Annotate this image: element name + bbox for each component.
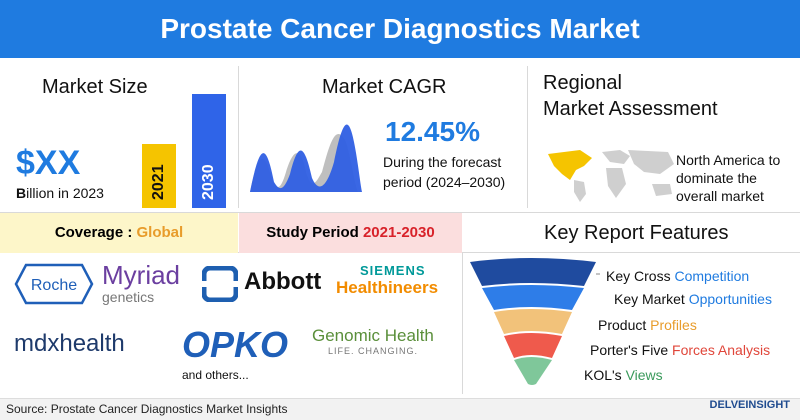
study-period-box: Study Period 2021-2030 — [239, 213, 462, 253]
cagr-desc-2: period (2024–2030) — [383, 174, 506, 190]
page-title: Prostate Cancer Diagnostics Market — [0, 0, 800, 58]
divider — [527, 66, 528, 208]
myriad-genetics-text: genetics — [102, 289, 155, 305]
opko-logo: OPKO — [182, 324, 289, 365]
cagr-heading: Market CAGR — [322, 76, 447, 98]
regional-note-1: North America to — [676, 152, 781, 168]
mdxhealth-logo: mdxhealth — [14, 330, 125, 357]
regional-heading-2: Market Assessment — [543, 98, 718, 120]
divider — [238, 66, 239, 208]
key-features-heading: Key Report Features — [544, 222, 729, 244]
healthineers-text: Healthineers — [336, 278, 439, 297]
market-size-heading: Market Size — [42, 76, 148, 98]
cagr-desc-1: During the forecast — [383, 154, 502, 170]
cagr-wave-chart — [250, 124, 362, 192]
genomic-health-logo: Genomic Health — [312, 326, 434, 345]
footer — [0, 398, 800, 420]
bar-2030-label: 2030 — [200, 164, 217, 200]
coverage-box: Coverage : Global — [0, 213, 238, 253]
bar-2021-label: 2021 — [150, 164, 167, 200]
regional-note-3: overall market — [676, 188, 764, 204]
roche-logo: Roche — [14, 263, 94, 310]
feature-item: Product Profiles — [598, 317, 697, 333]
abbott-logo: Abbott — [244, 268, 322, 295]
bar-2021 — [142, 144, 176, 208]
feature-item: Porter's Five Forces Analysis — [590, 342, 771, 358]
abbott-icon — [202, 266, 238, 302]
svg-text:Roche: Roche — [31, 277, 77, 294]
genomic-tagline: LIFE. CHANGING. — [328, 346, 419, 356]
cagr-value: 12.45% — [385, 116, 480, 147]
bar-2030 — [192, 94, 226, 208]
divider — [0, 212, 800, 213]
divider — [462, 252, 463, 394]
world-map-icon — [548, 150, 674, 202]
siemens-logo: SIEMENS — [360, 263, 426, 278]
feature-item: Key Market Opportunities — [614, 291, 772, 307]
features-funnel — [470, 258, 600, 385]
myriad-logo: Myriad — [102, 260, 181, 290]
source-text: Source: Prostate Cancer Diagnostics Mark… — [6, 402, 288, 416]
feature-item: Key Cross Competition — [606, 268, 750, 284]
brand-logo: DELVEINSIGHT — [709, 399, 790, 411]
others-text: and others... — [182, 368, 249, 382]
regional-heading-1: Regional — [543, 72, 622, 94]
feature-item: KOL's Views — [584, 367, 663, 383]
market-size-unit: Billion in 2023 — [16, 185, 104, 201]
regional-note-2: dominate the — [676, 170, 757, 186]
market-size-value: $XX — [16, 144, 81, 182]
